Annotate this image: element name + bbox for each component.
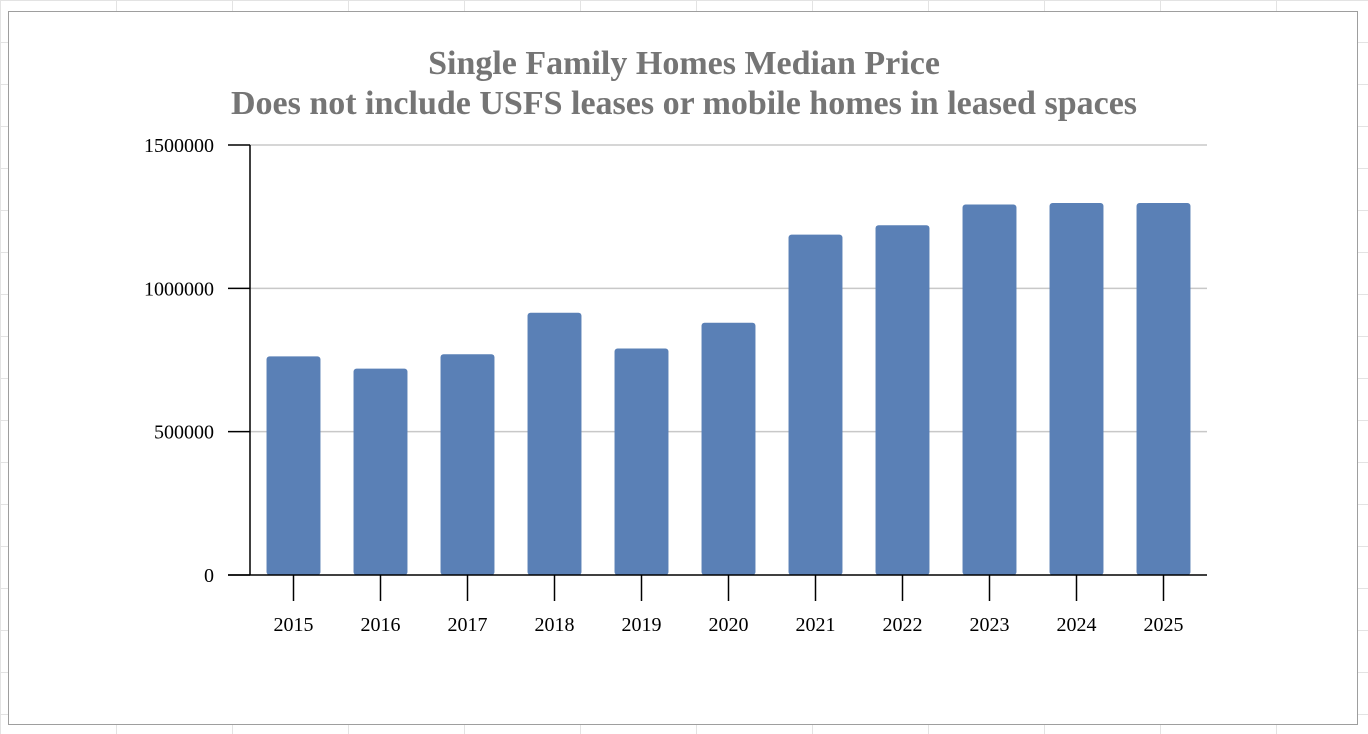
bar-2022 <box>875 225 930 575</box>
axes <box>228 144 1207 601</box>
bar-2019 <box>614 348 669 575</box>
x-tick-label-2017: 2017 <box>448 614 488 636</box>
x-tick-label-2019: 2019 <box>622 614 662 636</box>
y-tick-label-0: 0 <box>204 565 214 587</box>
bars <box>266 203 1191 576</box>
x-tick-label-2018: 2018 <box>535 614 575 636</box>
chart-frame[interactable] <box>8 11 1358 725</box>
x-tick-label-2025: 2025 <box>1144 614 1184 636</box>
chart-subtitle: Does not include USFS leases or mobile h… <box>231 85 1137 122</box>
x-tick-label-2021: 2021 <box>796 614 836 636</box>
x-tick-label-2022: 2022 <box>883 614 923 636</box>
bar-2015 <box>266 356 321 575</box>
x-tick-label-2016: 2016 <box>361 614 401 636</box>
bar-2024 <box>1049 203 1104 576</box>
x-tick-label-2024: 2024 <box>1057 614 1097 636</box>
x-tick-label-2015: 2015 <box>274 614 314 636</box>
tick-labels: 0 500000 1000000 1500000 2015 2016 2017 2018 201… <box>144 135 1184 636</box>
bar-2018 <box>527 312 582 575</box>
y-tick-label-500000: 500000 <box>154 422 214 444</box>
x-tick-label-2023: 2023 <box>970 614 1010 636</box>
chart-title: Single Family Homes Median Price <box>428 45 940 82</box>
bar-2023 <box>962 204 1017 575</box>
bar-2020 <box>701 322 756 575</box>
bar-2017 <box>440 354 495 575</box>
bar-2025 <box>1136 203 1191 576</box>
x-tick-label-2020: 2020 <box>709 614 749 636</box>
y-tick-label-1500000: 1500000 <box>144 135 214 157</box>
bar-2021 <box>788 234 843 576</box>
bar-2016 <box>353 368 408 575</box>
y-tick-label-1000000: 1000000 <box>144 278 214 300</box>
